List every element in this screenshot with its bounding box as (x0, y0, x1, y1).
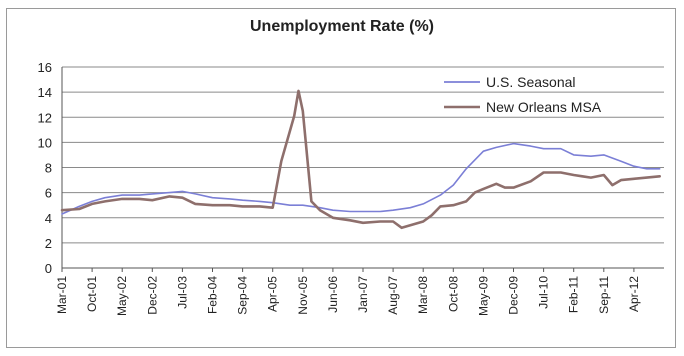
legend-label: New Orleans MSA (486, 99, 602, 115)
x-tick-label: Mar-08 (416, 276, 430, 314)
x-tick-label: May-09 (476, 276, 490, 316)
x-tick-label: Oct-08 (446, 276, 460, 312)
x-tick-label: Feb-04 (206, 276, 220, 314)
y-tick-label: 0 (45, 261, 52, 276)
x-tick-label: Jul-10 (537, 276, 551, 309)
x-tick-label: Apr-05 (266, 276, 280, 312)
x-tick-label: Mar-01 (55, 276, 69, 314)
x-tick-label: Jan-07 (356, 276, 370, 313)
series-line-u-s-seasonal (61, 142, 661, 215)
x-tick-label: Apr-12 (627, 276, 641, 312)
y-tick-label: 14 (38, 85, 52, 100)
legend-label: U.S. Seasonal (486, 74, 576, 90)
x-tick-label: Sep-04 (236, 276, 250, 315)
series-lines (60, 89, 661, 230)
x-tick-label: Dec-09 (507, 276, 521, 315)
y-tick-label: 2 (45, 236, 52, 251)
legend: U.S. Seasonal New Orleans MSA (444, 74, 602, 115)
series-line-new-orleans-msa (60, 89, 661, 230)
x-tick-label: Nov-05 (296, 276, 310, 315)
x-tick-label: May-02 (115, 276, 129, 316)
y-tick-label: 8 (45, 161, 52, 176)
grid-lines (61, 66, 664, 269)
x-tick-label: Oct-01 (85, 276, 99, 312)
x-tick-label: Jul-03 (175, 276, 189, 309)
y-tick-label: 6 (45, 186, 52, 201)
y-tick-label: 16 (38, 60, 52, 75)
x-tick-label: Feb-11 (567, 276, 581, 313)
y-tick-label: 10 (38, 135, 52, 150)
y-tick-label: 4 (45, 211, 52, 226)
y-tick-label: 12 (38, 110, 52, 125)
y-tick-labels: 0 2 4 6 8 10 12 14 16 (38, 60, 52, 276)
x-tick-label: Dec-02 (145, 276, 159, 315)
x-tick-label: Jun-06 (326, 276, 340, 313)
x-tick-label: Aug-07 (386, 276, 400, 315)
x-tick-labels: Mar-01 Oct-01 May-02 Dec-02 Jul-03 Feb-04 Sep-… (55, 268, 641, 316)
x-tick-label: Sep-11 (597, 276, 611, 314)
chart-frame (6, 8, 676, 348)
chart-title: Unemployment Rate (%) (249, 18, 435, 35)
